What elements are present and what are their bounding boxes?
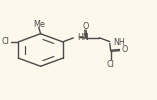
Text: Cl: Cl	[107, 60, 115, 69]
Text: NH: NH	[113, 38, 125, 47]
Text: HN: HN	[77, 33, 89, 42]
Text: Me: Me	[33, 20, 45, 29]
Text: O: O	[121, 45, 128, 54]
Text: Cl: Cl	[2, 37, 10, 46]
Text: O: O	[82, 22, 89, 31]
